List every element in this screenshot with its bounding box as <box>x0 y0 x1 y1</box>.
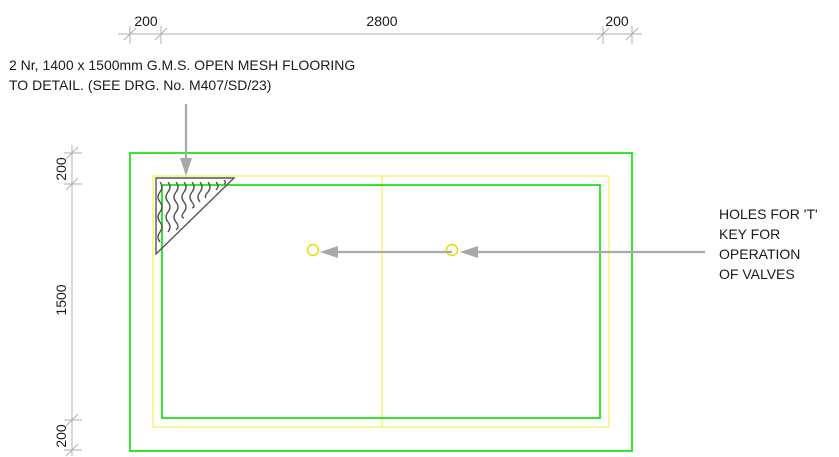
holes-note-line1: HOLES FOR 'T' <box>719 206 818 222</box>
outer-chamber-outline <box>129 152 633 452</box>
holes-leader-arrowhead <box>460 246 478 258</box>
holes-leader-arrowhead <box>320 246 338 258</box>
mesh-hatch-stroke <box>173 181 179 231</box>
dim-tick <box>65 443 79 457</box>
mesh-hatch-stroke <box>215 181 219 191</box>
holes-note-line4: OF VALVES <box>719 266 795 282</box>
flooring-leader-arrow <box>180 104 192 176</box>
mesh-hatch-stroke <box>157 181 163 243</box>
dim-tick <box>65 146 79 160</box>
dim-label-left-top: 200 <box>53 157 69 181</box>
dim-tick <box>123 27 137 41</box>
holes-note-line2: KEY FOR <box>719 226 780 242</box>
dim-label-top-right: 200 <box>605 13 629 29</box>
top-dimension: 200 2800 200 <box>118 13 642 44</box>
t-key-hole <box>306 243 320 257</box>
mesh-hatch-stroke <box>197 181 203 203</box>
mesh-hatch-stroke <box>165 181 171 233</box>
mesh-hatch-stroke <box>223 179 227 185</box>
flooring-note-line1: 2 Nr, 1400 x 1500mm G.M.S. OPEN MESH FLO… <box>9 57 355 73</box>
left-dimension: 200 1500 200 <box>53 145 82 457</box>
holes-leader-arrows <box>320 246 705 258</box>
mesh-hatch-detail <box>155 177 236 256</box>
dim-tick <box>65 177 79 191</box>
dim-tick <box>65 413 79 427</box>
dim-label-left-bottom: 200 <box>53 424 69 448</box>
dim-tick <box>625 27 639 41</box>
dim-label-left-middle: 1500 <box>53 284 69 315</box>
mesh-hatch-boundary <box>155 177 236 256</box>
dim-label-top-middle: 2800 <box>366 13 397 29</box>
mesh-hatch-stroke <box>181 181 187 219</box>
flooring-leader-arrowhead <box>180 158 192 176</box>
dim-label-top-left: 200 <box>134 13 158 29</box>
dim-tick <box>596 27 610 41</box>
mesh-hatch-stroke <box>204 181 211 199</box>
holes-note-line3: OPERATION <box>719 246 800 262</box>
mesh-flooring-panels <box>152 175 610 428</box>
flooring-note-line2: TO DETAIL. (SEE DRG. No. M407/SD/23) <box>9 77 271 93</box>
mesh-hatch-stroke <box>189 181 195 209</box>
t-key-hole <box>445 243 459 257</box>
dim-tick <box>154 27 168 41</box>
inner-opening-outline <box>161 184 601 419</box>
